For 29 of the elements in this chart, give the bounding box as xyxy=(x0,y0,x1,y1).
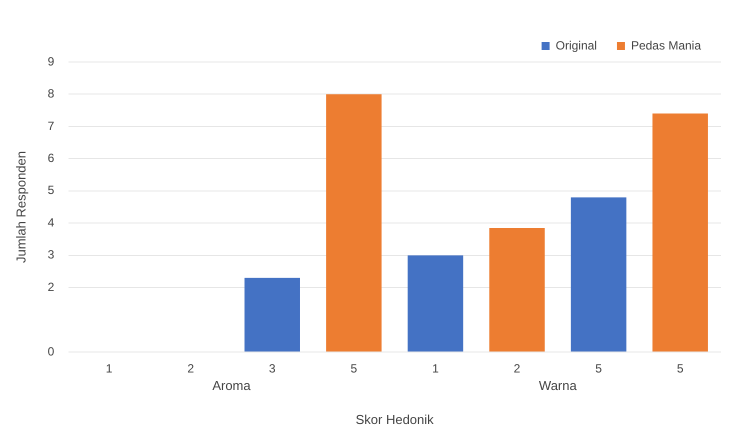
x-tick-label: 2 xyxy=(514,362,521,376)
bar xyxy=(244,278,300,352)
legend-label: Original xyxy=(556,38,597,52)
x-tick-label: 2 xyxy=(187,362,194,376)
y-tick-label: 7 xyxy=(48,118,55,133)
x-tick-label: 5 xyxy=(676,362,684,376)
text: Warna xyxy=(538,378,578,394)
y-tick-label: 4 xyxy=(48,215,55,230)
y-tick-label: 6 xyxy=(48,150,55,165)
x-tick-label: 1 xyxy=(432,362,440,376)
y-tick-label: 2 xyxy=(48,280,55,294)
bar xyxy=(652,114,708,352)
x-tick-label: 5 xyxy=(595,362,602,376)
y-axis-title: Jumlah Responden xyxy=(13,150,28,264)
y-tick-label: 5 xyxy=(48,183,55,198)
x-tick-label: 3 xyxy=(268,362,276,376)
y-tick-label: 9 xyxy=(48,54,55,68)
x-axis-title: Skor Hedonik xyxy=(356,412,434,427)
y-tick-label: 8 xyxy=(48,86,55,101)
x-tick-label: 5 xyxy=(350,362,358,376)
y-tick-label: 3 xyxy=(48,248,55,262)
y-tick-label: 0 xyxy=(48,344,55,358)
bar xyxy=(570,197,626,352)
bar xyxy=(489,228,545,352)
bar xyxy=(326,94,382,352)
x-tick-label: 1 xyxy=(106,362,113,376)
text: Aroma xyxy=(212,378,252,394)
legend-label: Pedas Mania xyxy=(630,38,702,52)
bar xyxy=(408,255,464,352)
